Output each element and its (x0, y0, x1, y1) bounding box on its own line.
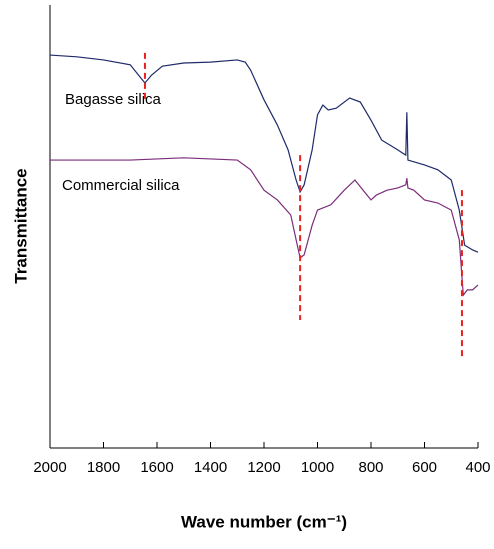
x-tick-label: 600 (412, 459, 437, 476)
x-tick-label: 1400 (194, 459, 227, 476)
series-line (50, 157, 479, 297)
x-axis-label: Wave number (cm⁻¹) (181, 512, 347, 531)
series-line (49, 54, 479, 253)
x-tick-label: 2000 (33, 459, 66, 476)
x-tick-label: 1000 (301, 459, 334, 476)
x-tick-label: 1200 (247, 459, 280, 476)
x-tick-label: 400 (465, 459, 490, 476)
y-axis-label: Transmittance (11, 168, 30, 283)
x-tick-label: 1800 (87, 459, 120, 476)
series-label: Bagasse silica (65, 91, 162, 108)
x-tick-label: 1600 (140, 459, 173, 476)
x-tick-label: 800 (358, 459, 383, 476)
series-label: Commercial silica (62, 177, 180, 194)
